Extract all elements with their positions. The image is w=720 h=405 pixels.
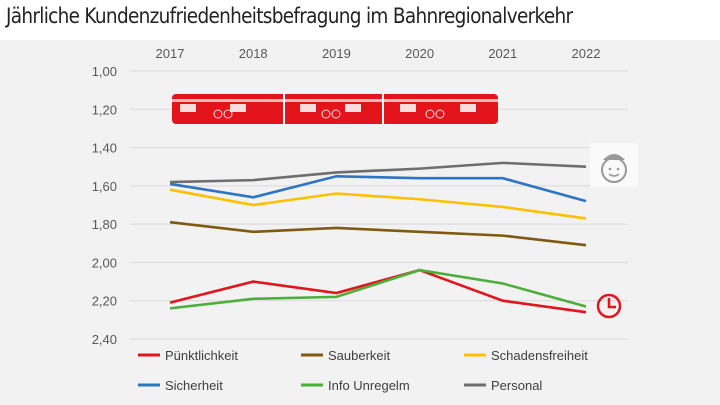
x-tick-label: 2022 [572, 46, 601, 61]
series-line-personal [169, 161, 587, 184]
x-tick-label: 2021 [488, 46, 517, 61]
x-tick-label: 2017 [156, 46, 185, 61]
y-tick-label: 1,60 [92, 179, 117, 194]
y-tick-label: 2,40 [92, 332, 117, 347]
series-line-sicherheit [169, 174, 587, 203]
y-tick-label: 1,80 [92, 217, 117, 232]
clock-icon [596, 293, 622, 319]
series-line-pünktlichkeit [169, 268, 587, 314]
series-line-sauberkeit [169, 220, 587, 247]
train-image [172, 94, 498, 124]
x-tick-label: 2020 [405, 46, 434, 61]
conductor-face-icon [590, 143, 638, 187]
page-title: Jährliche Kundenzufriedenheitsbefragung … [6, 4, 573, 28]
legend-label: Personal [491, 378, 542, 393]
legend-label: Sauberkeit [328, 348, 391, 363]
series-line-schadensfreiheit [169, 188, 587, 220]
legend-label: Pünktlichkeit [165, 348, 238, 363]
y-tick-label: 1,00 [92, 64, 117, 79]
legend-label: Info Unregelm [328, 378, 410, 393]
legend-label: Sicherheit [165, 378, 223, 393]
x-tick-label: 2018 [239, 46, 268, 61]
x-tick-label: 2019 [322, 46, 351, 61]
y-tick-label: 1,20 [92, 102, 117, 117]
y-tick-label: 2,20 [92, 294, 117, 309]
y-tick-label: 2,00 [92, 255, 117, 270]
series-line-info-unregelm [169, 268, 587, 310]
y-tick-label: 1,40 [92, 141, 117, 156]
legend-label: Schadensfreiheit [491, 348, 588, 363]
